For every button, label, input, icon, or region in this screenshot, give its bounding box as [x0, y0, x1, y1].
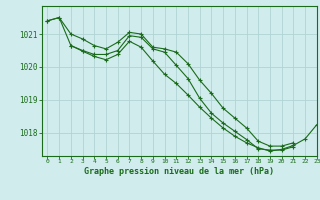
X-axis label: Graphe pression niveau de la mer (hPa): Graphe pression niveau de la mer (hPa) — [84, 167, 274, 176]
